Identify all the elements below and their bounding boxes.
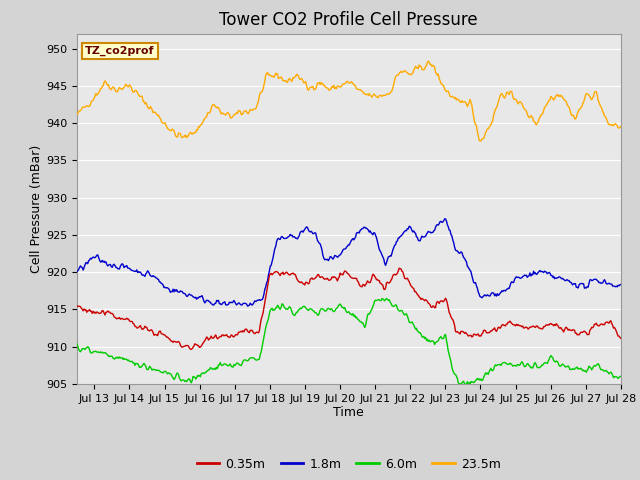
X-axis label: Time: Time (333, 407, 364, 420)
Legend: 0.35m, 1.8m, 6.0m, 23.5m: 0.35m, 1.8m, 6.0m, 23.5m (192, 453, 506, 476)
Title: Tower CO2 Profile Cell Pressure: Tower CO2 Profile Cell Pressure (220, 11, 478, 29)
Text: TZ_co2prof: TZ_co2prof (85, 46, 154, 56)
Y-axis label: Cell Pressure (mBar): Cell Pressure (mBar) (30, 144, 43, 273)
